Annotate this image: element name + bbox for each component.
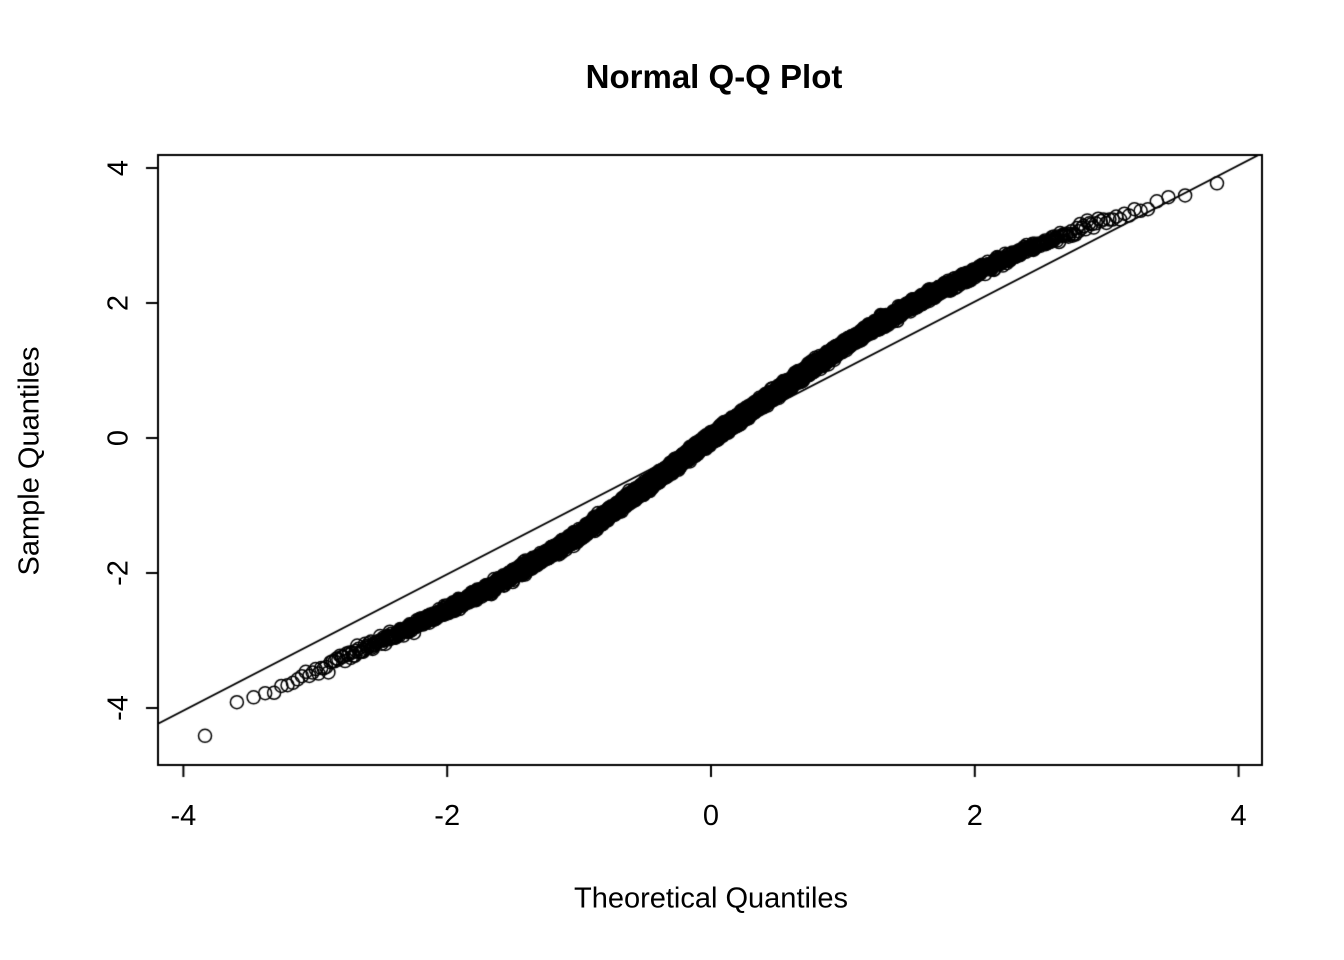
x-tick-label: -2 — [434, 800, 461, 832]
y-tick-label: 2 — [102, 294, 135, 312]
y-tick-label: -2 — [102, 560, 135, 586]
x-tick-label: 4 — [1230, 800, 1247, 832]
y-tick-label: 0 — [102, 429, 135, 447]
chart-title: Normal Q-Q Plot — [585, 58, 843, 95]
y-axis-title: Sample Quantiles — [13, 346, 46, 576]
x-tick-label: 2 — [966, 800, 983, 832]
y-tick-label: -4 — [102, 695, 135, 721]
x-tick-label: 0 — [702, 800, 720, 832]
x-tick-label: -4 — [170, 800, 197, 832]
x-axis-title: Theoretical Quantiles — [573, 882, 849, 915]
y-tick-label: 4 — [102, 159, 135, 177]
